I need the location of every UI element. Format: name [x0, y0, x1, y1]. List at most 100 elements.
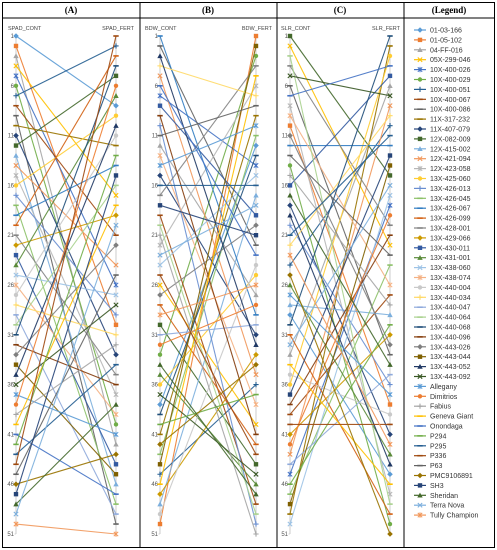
legend-entry: P63: [430, 463, 443, 470]
series-point: [253, 481, 259, 487]
series-point: [387, 471, 393, 478]
series-line: [15, 135, 117, 296]
series-point: [253, 43, 259, 49]
legend-swatch-marker: [417, 146, 423, 151]
legend-entry: 13X-440-004: [430, 285, 471, 292]
legend-swatch-marker: [417, 37, 423, 43]
legend-swatch-marker: [417, 373, 423, 380]
panel-a-tick-label: 16: [7, 183, 14, 189]
legend-entry: Onondaga: [430, 424, 463, 431]
series-line: [15, 344, 117, 415]
legend-swatch-marker: [417, 274, 423, 281]
series-point: [157, 441, 163, 448]
series-line: [159, 125, 257, 166]
series-point: [387, 341, 393, 348]
series-point: [287, 471, 293, 477]
legend-swatch-marker: [417, 66, 423, 73]
series-point: [287, 352, 293, 357]
series-line: [15, 394, 117, 435]
series-line: [159, 225, 257, 515]
legend-swatch-marker: [417, 255, 423, 260]
panel-a-tick-label: 6: [11, 84, 15, 90]
series-point: [287, 73, 293, 79]
series-point: [157, 471, 163, 477]
legend-entry: Allegany: [430, 384, 457, 391]
series-point: [287, 242, 293, 248]
series-point: [387, 282, 393, 288]
series-point: [287, 262, 293, 268]
series-line: [15, 205, 117, 505]
legend-entry: 10X-400-026: [430, 67, 471, 74]
legend-entry: 13X-443-052: [430, 364, 471, 371]
legend-entry: 13X-426-099: [430, 216, 471, 223]
legend-entry: 13X-426-067: [430, 206, 471, 213]
legend-entry: SH3: [430, 483, 444, 490]
series-point: [113, 212, 119, 219]
series-point: [253, 142, 259, 149]
series-point: [13, 402, 19, 407]
series-point: [287, 212, 293, 218]
series-point: [287, 123, 293, 128]
legend-entry: 10X-400-086: [430, 107, 471, 114]
series-point: [113, 391, 119, 398]
series-line: [289, 195, 391, 525]
series-point: [13, 162, 19, 169]
series-point: [113, 351, 119, 358]
series-point: [13, 33, 19, 39]
legend-entry: 13X-438-060: [430, 265, 471, 272]
series-point: [287, 431, 293, 438]
series-line: [15, 185, 117, 326]
legend-entry: 10X-400-051: [430, 87, 471, 94]
series-point: [13, 152, 19, 158]
series-point: [113, 73, 119, 79]
legend-entry: 12X-082-009: [430, 136, 471, 143]
legend-swatch-marker: [417, 165, 423, 172]
series-point: [253, 282, 259, 288]
series-line: [159, 324, 257, 336]
panel-b-tick-label: 46: [151, 482, 158, 488]
series-point: [13, 192, 19, 198]
series-line: [289, 215, 391, 465]
series-point: [13, 143, 19, 148]
series-line: [289, 374, 391, 415]
panel-a-left-axis-label: SPAD_CONT: [8, 26, 42, 32]
series-point: [13, 391, 19, 398]
panel-b-tick-label: 51: [151, 532, 158, 538]
series-point: [157, 521, 163, 527]
series-point: [253, 332, 259, 338]
legend-entry: 13X-440-047: [430, 305, 471, 312]
panel-a-right-axis-label: SPAD_FERT: [102, 26, 135, 32]
legend-entry: 01-03-166: [430, 28, 462, 35]
series-point: [387, 93, 393, 99]
series-point: [253, 93, 259, 99]
panel-b-left-axis-label: BDW_CONT: [145, 26, 177, 32]
legend-swatch-marker: [417, 363, 423, 369]
series-point: [387, 441, 393, 448]
series-point: [253, 172, 259, 179]
series-line: [15, 95, 117, 266]
series-line: [15, 523, 117, 535]
series-point: [253, 491, 259, 497]
series-point: [253, 471, 259, 477]
series-point: [387, 382, 393, 388]
series-point: [157, 501, 163, 507]
panel-a-tick-label: 46: [7, 482, 14, 488]
legend-entry: 13X-426-013: [430, 186, 471, 193]
series-point: [157, 262, 163, 268]
series-point: [113, 122, 119, 128]
series-point: [113, 531, 119, 537]
series-point: [157, 242, 163, 248]
series-line: [159, 304, 257, 445]
series-point: [113, 242, 119, 248]
series-line: [289, 304, 391, 316]
series-point: [157, 172, 163, 179]
series-line: [159, 85, 257, 256]
series-line: [15, 45, 117, 97]
series-point: [387, 213, 393, 218]
series-line: [159, 65, 257, 196]
series-point: [287, 342, 293, 348]
legend-swatch-marker: [417, 77, 423, 82]
series-point: [287, 372, 293, 377]
legend-swatch-marker: [417, 136, 423, 142]
